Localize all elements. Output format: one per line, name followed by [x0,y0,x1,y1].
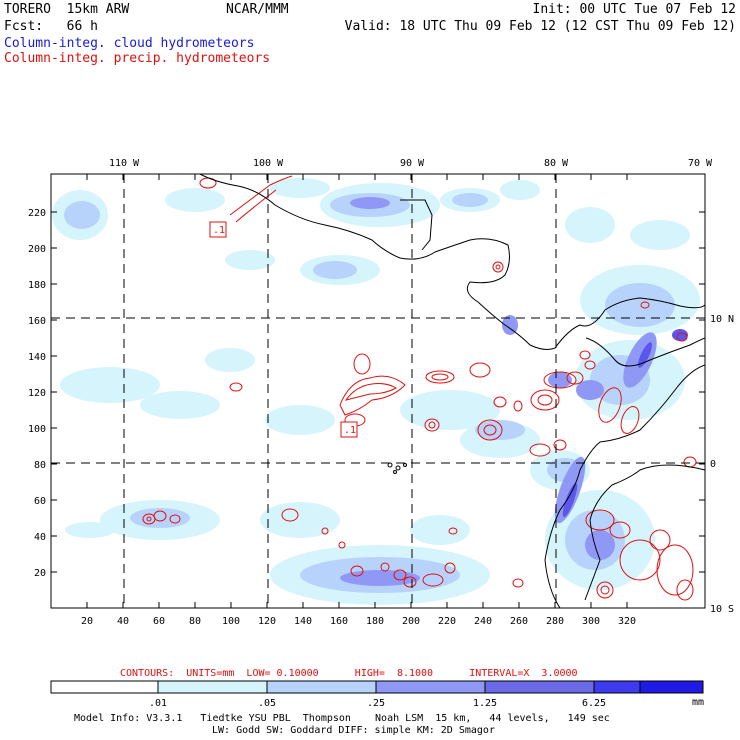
y-tick-label: 60 [34,496,46,507]
y-tick-label: 20 [34,568,46,579]
cloud-field-label: Column-integ. cloud hydrometeors [4,36,255,51]
low-marker-label: .1 [344,425,356,436]
precip-contours [142,175,697,601]
colorbar-label: .05 [258,698,276,709]
colorbar-segment [266,680,377,694]
latitude-label: 10 S [710,604,734,615]
y-tick-label: 180 [28,280,46,291]
latitude-label: 10 N [710,314,734,325]
low-markers: .1 .1 [209,221,358,438]
longitude-label: 100 W [253,158,284,169]
cloud-shading [52,178,700,605]
colorbar-unit: mm [692,697,704,708]
y-tick-label: 140 [28,352,46,363]
x-tick-label: 320 [618,616,636,627]
coastlines [199,174,705,608]
forecast-hour: Fcst: 66 h [4,19,98,34]
init-time: Init: 00 UTC Tue 07 Feb 12 [532,2,737,17]
x-tick-label: 220 [438,616,456,627]
y-ticks: 20 40 60 80 100 120 140 160 180 200 220 [28,208,705,579]
x-tick-label: 160 [330,616,348,627]
longitude-label: 80 W [544,158,569,169]
y-tick-label: 220 [28,208,46,219]
precip-field-label: Column-integ. precip. hydrometeors [4,51,271,66]
colorbar-segment [375,680,486,694]
longitude-label: 110 W [109,158,140,169]
y-tick-label: 40 [34,532,46,543]
x-tick-label: 140 [294,616,312,627]
colorbar: .01 .05 .25 1.25 6.25 mm [50,680,704,709]
x-tick-label: 100 [222,616,240,627]
colorbar-label: .01 [149,698,167,709]
x-tick-label: 300 [582,616,600,627]
longitude-labels: 110 W 100 W 90 W 80 W 70 W [109,158,713,169]
y-tick-label: 200 [28,244,46,255]
colorbar-label: .25 [367,698,385,709]
graticule [51,174,705,608]
y-tick-label: 120 [28,388,46,399]
x-tick-label: 60 [153,616,165,627]
model-info-line2: LW: Godd SW: Goddard DIFF: simple KM: 2D… [212,725,495,736]
x-tick-label: 40 [117,616,129,627]
colorbar-label: 1.25 [473,698,497,709]
y-tick-label: 100 [28,424,46,435]
contour-info: CONTOURS: UNITS=mm LOW= 0.10000 HIGH= 8.… [120,668,578,679]
x-tick-label: 180 [366,616,384,627]
low-marker-label: .1 [213,225,225,236]
latitude-labels: 10 N 0 10 S [710,314,734,615]
y-tick-label: 80 [34,460,46,471]
x-tick-label: 240 [474,616,492,627]
longitude-label: 70 W [688,158,713,169]
colorbar-segment [157,680,268,694]
x-tick-label: 260 [510,616,528,627]
map-frame [50,173,706,609]
colorbar-segment [639,680,704,694]
colorbar-segment [593,680,641,694]
x-tick-label: 20 [81,616,93,627]
x-ticks: 20 40 60 80 100 120 140 160 180 200 220 240 260 280 30… [81,174,636,627]
model-info-line1: Model Info: V3.3.1 Tiedtke YSU PBL Thomp… [74,713,610,724]
valid-time: Valid: 18 UTC Thu 09 Feb 12 (12 CST Thu … [344,19,736,34]
x-tick-label: 120 [258,616,276,627]
latitude-label: 0 [710,459,716,470]
colorbar-segment [50,680,159,694]
model-title: TORERO 15km ARW [4,2,130,17]
y-tick-label: 160 [28,316,46,327]
x-tick-label: 80 [189,616,201,627]
x-tick-label: 280 [546,616,564,627]
colorbar-segment [484,680,595,694]
colorbar-label: 6.25 [582,698,606,709]
x-tick-label: 200 [402,616,420,627]
center-label: NCAR/MMM [226,2,289,17]
longitude-label: 90 W [400,158,425,169]
